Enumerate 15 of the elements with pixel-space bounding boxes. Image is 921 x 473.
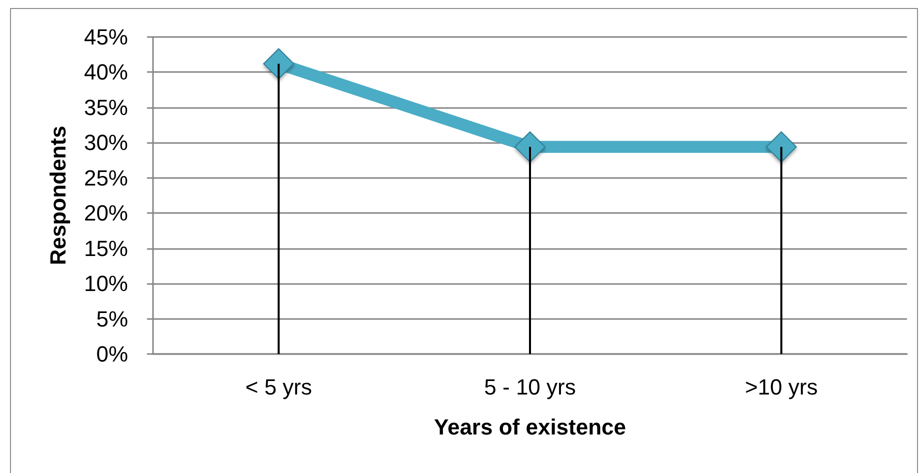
y-tick-label: 30%	[84, 130, 128, 156]
y-tick-label: 20%	[84, 200, 128, 226]
y-tick-label: 40%	[84, 60, 128, 85]
y-tick-label: 15%	[84, 236, 128, 261]
y-tick-label: 0%	[96, 342, 128, 366]
x-tick-label: >10 yrs	[744, 374, 818, 400]
x-axis-title: Years of existence	[434, 414, 626, 440]
y-tick-label: 25%	[84, 165, 128, 190]
y-axis-title: Respondents	[46, 126, 70, 266]
y-tick-label: 35%	[84, 94, 128, 120]
x-tick-label: 5 - 10 yrs	[484, 374, 576, 400]
y-tick-label: 45%	[84, 24, 128, 50]
y-tick-label: 5%	[96, 306, 128, 332]
y-tick-label: 10%	[84, 271, 128, 296]
x-tick-label: < 5 yrs	[245, 374, 312, 400]
